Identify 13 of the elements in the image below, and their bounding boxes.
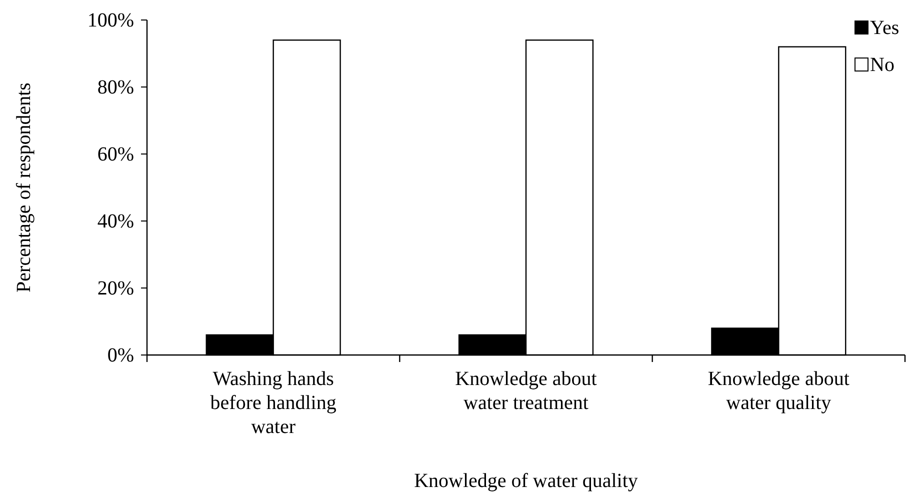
legend-label: No bbox=[870, 54, 894, 76]
x-tick-label: Knowledge about water quality bbox=[708, 368, 850, 414]
y-tick-label: 60% bbox=[97, 143, 134, 166]
x-axis-title: Knowledge of water quality bbox=[414, 470, 638, 492]
x-tick-label: Knowledge about water treatment bbox=[455, 368, 598, 414]
y-tick-label: 20% bbox=[97, 277, 134, 300]
legend-label: Yes bbox=[870, 17, 900, 39]
x-tick-label: Washing hands before handling water bbox=[210, 368, 336, 438]
y-tick-label: 0% bbox=[107, 344, 134, 366]
y-tick-label: 40% bbox=[97, 210, 134, 232]
y-tick-label: 100% bbox=[87, 9, 134, 32]
y-tick-label: 80% bbox=[97, 76, 134, 98]
y-axis-title: Percentage of respondents bbox=[13, 82, 35, 292]
